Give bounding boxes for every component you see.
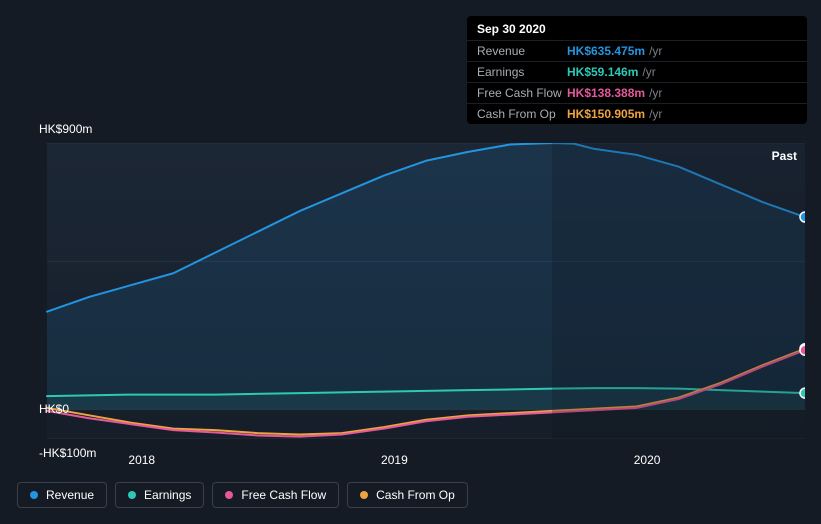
legend-label: Free Cash Flow [241, 488, 326, 502]
x-axis-label: 2018 [128, 453, 155, 467]
legend: Revenue Earnings Free Cash Flow Cash From O… [17, 482, 468, 508]
tooltip-row-label: Revenue [477, 44, 567, 58]
chart: HK$900mHK$0-HK$100mPast201820192020 [17, 143, 805, 479]
legend-label: Revenue [46, 488, 94, 502]
legend-dot-icon [30, 491, 38, 499]
tooltip-row: Cash From OpHK$150.905m/yr [467, 103, 807, 124]
x-axis-label: 2020 [634, 453, 661, 467]
y-axis-label: HK$0 [39, 402, 79, 416]
tooltip-row-value: HK$635.475m [567, 44, 645, 58]
tooltip-row-suffix: /yr [649, 86, 662, 100]
tooltip-row: RevenueHK$635.475m/yr [467, 40, 807, 61]
y-axis-label: HK$900m [39, 122, 79, 136]
tooltip-row-value: HK$138.388m [567, 86, 645, 100]
y-axis-label: -HK$100m [39, 446, 79, 460]
tooltip-row-label: Free Cash Flow [477, 86, 567, 100]
tooltip-date: Sep 30 2020 [467, 16, 807, 40]
legend-item[interactable]: Cash From Op [347, 482, 468, 508]
legend-dot-icon [128, 491, 136, 499]
past-label: Past [772, 149, 797, 163]
legend-label: Earnings [144, 488, 191, 502]
tooltip-row-value: HK$59.146m [567, 65, 638, 79]
tooltip-row-value: HK$150.905m [567, 107, 645, 121]
legend-dot-icon [225, 491, 233, 499]
tooltip-card: Sep 30 2020RevenueHK$635.475m/yrEarnings… [467, 16, 807, 124]
legend-label: Cash From Op [376, 488, 455, 502]
legend-dot-icon [360, 491, 368, 499]
legend-item[interactable]: Free Cash Flow [212, 482, 339, 508]
tooltip-row-suffix: /yr [642, 65, 655, 79]
series-end-marker [800, 345, 805, 355]
legend-item[interactable]: Earnings [115, 482, 204, 508]
tooltip-row-suffix: /yr [649, 107, 662, 121]
series-end-marker [800, 212, 805, 222]
tooltip-row-suffix: /yr [649, 44, 662, 58]
tooltip-row: EarningsHK$59.146m/yr [467, 61, 807, 82]
x-axis-label: 2019 [381, 453, 408, 467]
legend-item[interactable]: Revenue [17, 482, 107, 508]
tooltip-row: Free Cash FlowHK$138.388m/yr [467, 82, 807, 103]
series-end-marker [800, 388, 805, 398]
tooltip-row-label: Cash From Op [477, 107, 567, 121]
tooltip-row-label: Earnings [477, 65, 567, 79]
chart-svg [17, 143, 805, 439]
